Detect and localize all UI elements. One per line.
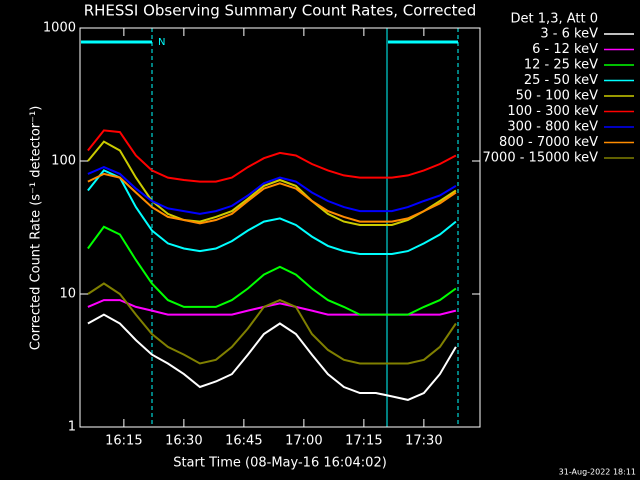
legend-label: 3 - 6 keV (540, 27, 598, 42)
y-axis-label: Corrected Count Rate (s⁻¹ detector⁻¹) (29, 106, 44, 351)
legend-label: 800 - 7000 keV (499, 135, 598, 150)
x-tick-label: 17:30 (405, 434, 442, 449)
legend-label: 50 - 100 keV (516, 89, 599, 104)
y-tick-label: 100 (51, 154, 76, 169)
series-line (87, 172, 457, 225)
legend-label: 25 - 50 keV (524, 73, 598, 88)
series-line (87, 169, 457, 255)
legend-label: 7000 - 15000 keV (483, 151, 599, 166)
x-tick-label: 16:15 (105, 434, 142, 449)
y-tick-label: 1 (68, 420, 76, 435)
annotation: N (158, 37, 165, 48)
legend-title: Det 1,3, Att 0 (511, 12, 598, 27)
chart-title: RHESSI Observing Summary Count Rates, Co… (84, 2, 477, 20)
x-tick-label: 17:00 (285, 434, 322, 449)
x-tick-label: 17:15 (345, 434, 382, 449)
series-line (87, 129, 457, 183)
series-line (87, 140, 457, 226)
legend-label: 6 - 12 keV (532, 42, 598, 57)
y-tick-label: 10 (59, 287, 76, 302)
series-line (87, 313, 457, 401)
legend-label: 100 - 300 keV (507, 104, 598, 119)
legend-label: 300 - 800 keV (507, 120, 598, 135)
series-line (87, 166, 457, 215)
series-line (87, 299, 457, 316)
markers (81, 28, 459, 427)
series-line (87, 225, 457, 316)
x-tick-label: 16:30 (165, 434, 202, 449)
timestamp: 31-Aug-2022 18:11 (559, 468, 636, 477)
x-axis-label: Start Time (08-May-16 16:04:02) (173, 456, 387, 471)
series-line (87, 282, 457, 365)
legend-label: 12 - 25 keV (524, 58, 598, 73)
plot-frame (79, 27, 481, 428)
y-tick-label: 1000 (43, 21, 76, 36)
x-tick-label: 16:45 (225, 434, 262, 449)
